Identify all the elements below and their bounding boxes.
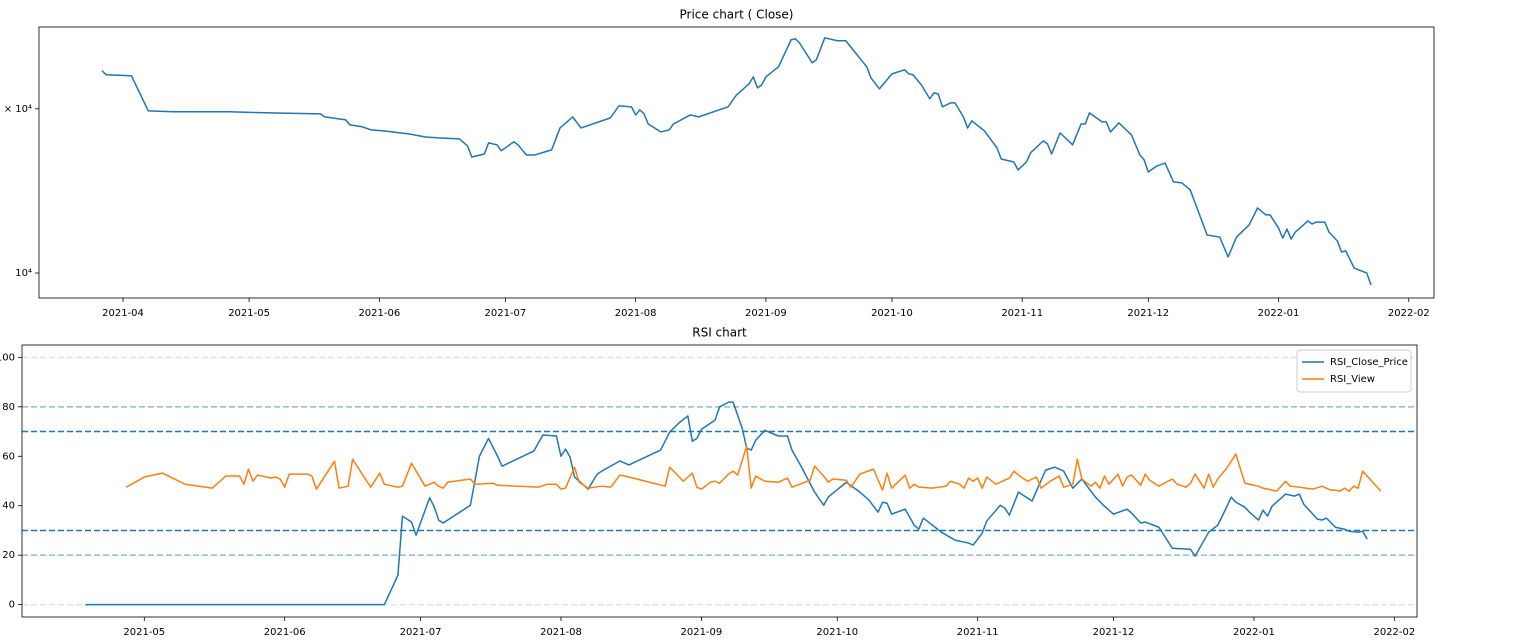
x-tick-label: 2021-05: [228, 308, 270, 319]
x-tick-label: 2021-09: [745, 308, 787, 319]
x-tick-label: 2021-11: [957, 627, 999, 638]
chart-title: RSI chart: [692, 326, 747, 340]
x-tick-label: 2021-12: [1093, 627, 1135, 638]
x-tick-label: 2021-04: [102, 308, 144, 319]
y-tick-label: 60: [2, 451, 15, 462]
y-tick-label: 80: [2, 402, 15, 413]
y-tick-label: 2 × 10⁴: [0, 104, 32, 115]
plot-frame: [21, 344, 1418, 618]
x-tick-label: 2021-06: [264, 627, 306, 638]
x-tick-label: 2021-12: [1127, 308, 1169, 319]
y-tick-label: 100: [0, 352, 15, 363]
x-tick-label: 2021-08: [540, 627, 582, 638]
x-tick-label: 2022-01: [1258, 308, 1300, 319]
y-tick-label: 20: [2, 550, 15, 561]
plot-frame: [38, 26, 1435, 299]
data-line: [85, 401, 1368, 606]
x-tick-label: 2021-10: [871, 308, 913, 319]
x-tick-label: 2022-01: [1233, 627, 1275, 638]
y-tick-label: 0: [9, 600, 15, 611]
y-tick-label: 10⁴: [15, 268, 32, 279]
x-tick-label: 2021-07: [485, 308, 527, 319]
x-tick-label: 2022-02: [1373, 627, 1415, 638]
legend-label: RSI_View: [1330, 374, 1375, 385]
legend-box: [1296, 349, 1412, 393]
x-tick-label: 2021-05: [123, 627, 165, 638]
x-tick-label: 2021-11: [1001, 308, 1043, 319]
legend-label: RSI_Close_Price: [1330, 357, 1408, 368]
x-tick-label: 2022-02: [1388, 308, 1430, 319]
x-tick-label: 2021-08: [615, 308, 657, 319]
y-tick-label: 40: [2, 501, 15, 512]
x-tick-label: 2021-07: [400, 627, 442, 638]
data-line: [125, 445, 1382, 492]
chart-title: Price chart ( Close): [680, 8, 794, 22]
x-tick-label: 2021-06: [358, 308, 400, 319]
data-line: [101, 37, 1372, 286]
x-tick-label: 2021-09: [680, 627, 722, 638]
x-tick-label: 2021-10: [816, 627, 858, 638]
